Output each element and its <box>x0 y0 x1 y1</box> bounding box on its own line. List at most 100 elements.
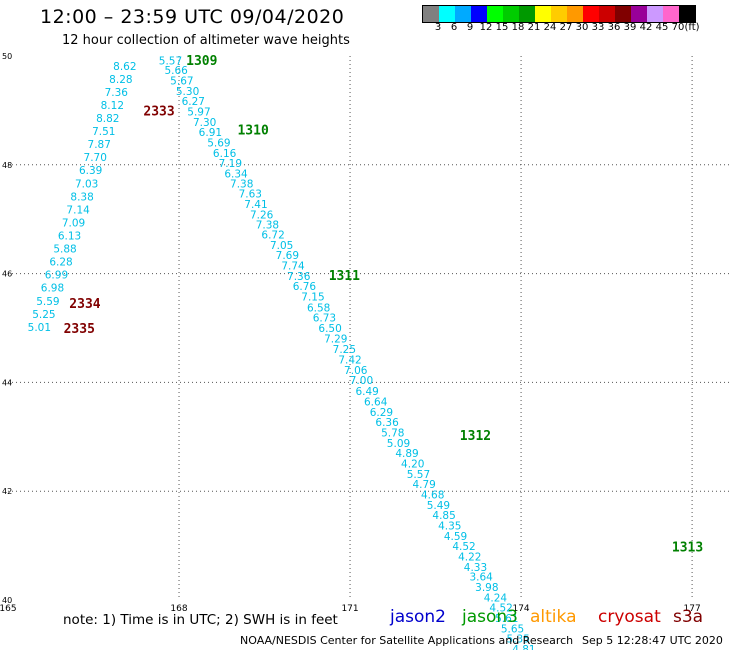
axes: 165 168 171 174 177 40 42 44 46 48 50 <box>0 52 701 614</box>
footnote: note: 1) Time is in UTC; 2) SWH is in fe… <box>63 612 338 628</box>
wave-height-point: 5.61 <box>495 613 518 625</box>
x-tick-label: 171 <box>341 604 358 614</box>
wave-height-point: 7.15 <box>301 291 324 303</box>
wave-height-point: 8.38 <box>70 191 93 203</box>
legend-swatch <box>615 6 631 22</box>
legend-unit: (ft) <box>684 22 700 33</box>
legend-label: 39 <box>623 22 637 33</box>
wave-height-point: 8.12 <box>101 100 124 112</box>
wave-height-point: 5.78 <box>381 427 404 439</box>
wave-height-point: 4.81 <box>512 644 535 650</box>
y-tick-label: 48 <box>2 161 12 170</box>
wave-height-point: 6.50 <box>318 323 341 335</box>
wave-height-point: 7.87 <box>88 139 111 151</box>
wave-height-point: 7.05 <box>270 240 293 252</box>
wave-height-point: 7.14 <box>66 204 90 216</box>
legend-label: 42 <box>639 22 653 33</box>
data-points: 5.575.665.675.306.275.977.306.915.696.16… <box>28 55 536 650</box>
wave-height-point: 5.09 <box>387 438 410 450</box>
wave-height-point: 7.69 <box>276 250 299 262</box>
wave-height-point: 6.34 <box>224 169 248 181</box>
pass-number-label: 1309 <box>186 54 217 69</box>
y-tick-label: 42 <box>2 487 12 496</box>
wave-height-point: 5.01 <box>28 322 51 334</box>
satellite-jason2: jason2 <box>390 607 446 627</box>
legend-swatch <box>439 6 455 22</box>
wave-height-point: 6.36 <box>375 417 399 429</box>
y-tick-label: 50 <box>2 52 12 61</box>
legend-swatch <box>679 6 695 22</box>
wave-height-point: 7.30 <box>193 117 216 129</box>
wave-height-point: 4.24 <box>484 592 508 604</box>
chart-title: 12:00 – 23:59 UTC 09/04/2020 <box>40 6 345 28</box>
pass-annotations: 1309 1310 1311 1312 1313 2333 2334 2335 <box>64 54 704 556</box>
satellite-altika: altika <box>530 607 577 627</box>
legend-swatch <box>455 6 471 22</box>
wave-height-point: 4.89 <box>395 448 418 460</box>
wave-height-point: 5.65 <box>501 623 524 635</box>
satellite-cryosat: cryosat <box>598 607 661 627</box>
legend-swatch <box>423 6 439 22</box>
pass-number-label: 1311 <box>329 269 360 284</box>
wave-height-point: 5.35 <box>507 634 530 646</box>
wave-height-point: 4.59 <box>444 531 467 543</box>
legend-swatch <box>631 6 647 22</box>
color-scale-legend <box>422 5 696 23</box>
legend-swatch <box>599 6 615 22</box>
wave-height-point: 4.52 <box>452 541 475 553</box>
legend-label: 3 <box>434 22 442 33</box>
legend-label: 9 <box>466 22 474 33</box>
credit-line: NOAA/NESDIS Center for Satellite Applica… <box>240 634 574 647</box>
pass-number-label: 1312 <box>460 429 491 444</box>
wave-height-point: 6.58 <box>307 302 330 314</box>
pass-number-label: 2334 <box>69 297 100 312</box>
wave-height-point: 4.85 <box>432 510 455 522</box>
legend-label: 33 <box>591 22 605 33</box>
wave-height-point: 6.98 <box>41 283 64 295</box>
legend-swatch <box>663 6 679 22</box>
wave-height-point: 7.38 <box>256 220 279 232</box>
wave-height-point: 6.13 <box>58 231 81 243</box>
wave-height-point: 7.29 <box>324 333 347 345</box>
pass-number-label: 2333 <box>143 104 174 119</box>
wave-height-point: 7.36 <box>105 87 129 99</box>
x-tick-label: 174 <box>512 604 529 614</box>
x-tick-label: 168 <box>170 604 187 614</box>
y-tick-label: 44 <box>2 378 12 387</box>
legend-swatch <box>567 6 583 22</box>
legend-label: 30 <box>575 22 589 33</box>
wave-height-point: 4.20 <box>401 458 424 470</box>
wave-height-point: 6.72 <box>261 229 284 241</box>
legend-swatch <box>535 6 551 22</box>
wave-height-point: 4.35 <box>438 520 461 532</box>
y-tick-label: 40 <box>2 596 12 605</box>
legend-label: 21 <box>527 22 541 33</box>
wave-height-point: 6.39 <box>79 165 102 177</box>
pass-number-label: 2335 <box>64 322 95 337</box>
legend-label: 27 <box>559 22 573 33</box>
wave-height-point: 6.64 <box>364 396 388 408</box>
wave-height-point: 4.52 <box>489 603 512 615</box>
wave-height-point: 3.64 <box>469 572 493 584</box>
legend-swatch <box>503 6 519 22</box>
legend-label: 70 <box>671 22 685 33</box>
wave-height-point: 6.49 <box>355 386 378 398</box>
wave-height-point: 6.91 <box>199 127 222 139</box>
wave-height-point: 4.79 <box>412 479 435 491</box>
x-tick-label: 165 <box>0 604 17 614</box>
wave-height-point: 5.88 <box>53 244 76 256</box>
chart-subtitle: 12 hour collection of altimeter wave hei… <box>62 33 350 48</box>
legend-swatch <box>487 6 503 22</box>
wave-height-point: 3.98 <box>475 582 498 594</box>
wave-height-point: 7.51 <box>92 126 115 138</box>
wave-height-point: 7.25 <box>333 344 356 356</box>
legend-label: 6 <box>450 22 458 33</box>
generated-timestamp: Sep 5 12:28:47 UTC 2020 <box>582 634 723 647</box>
wave-height-point: 5.69 <box>207 137 230 149</box>
wave-height-point: 5.49 <box>427 500 450 512</box>
wave-height-point: 7.42 <box>338 355 361 367</box>
wave-height-point: 8.62 <box>113 61 136 73</box>
wave-height-point: 6.99 <box>45 270 68 282</box>
wave-height-point: 4.68 <box>421 489 444 501</box>
legend-label: 15 <box>495 22 509 33</box>
